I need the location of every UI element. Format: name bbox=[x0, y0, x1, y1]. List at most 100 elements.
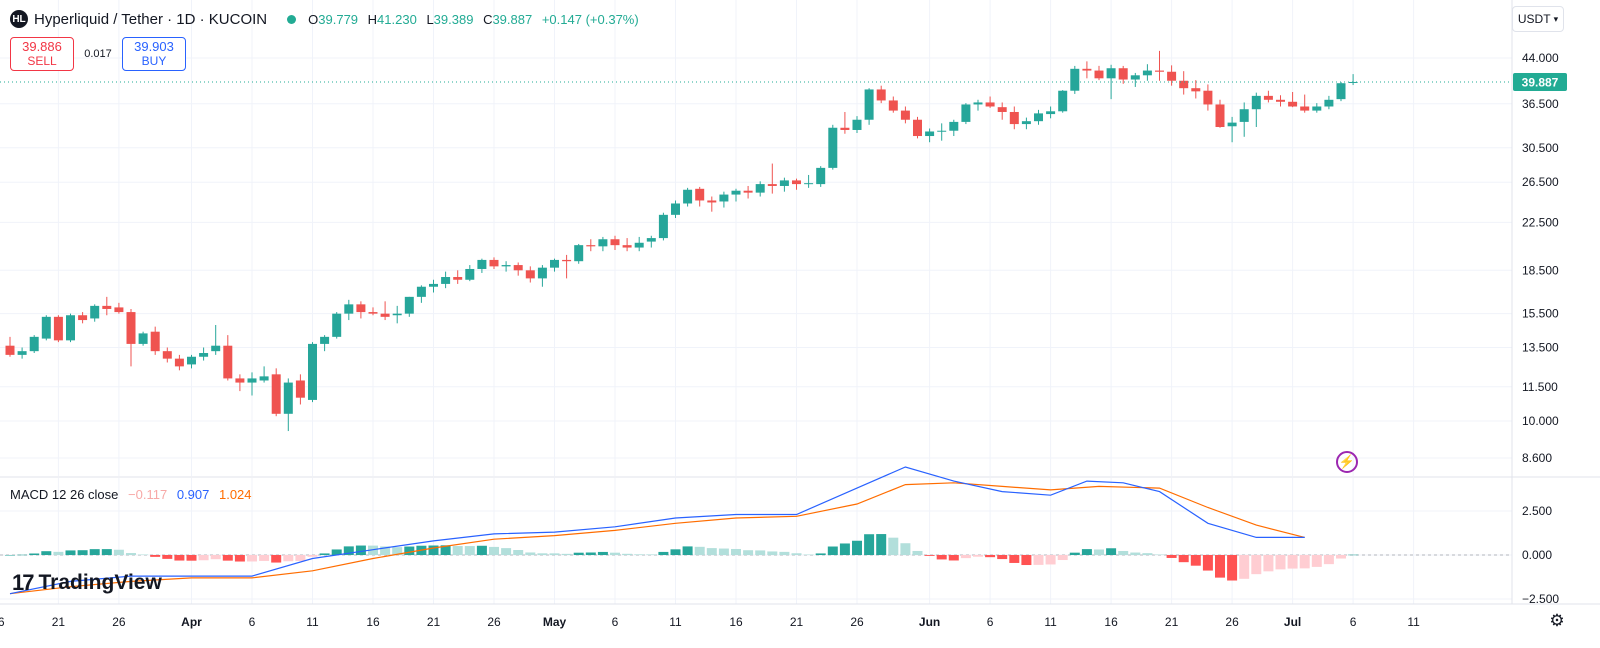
macd-histogram-bar bbox=[513, 549, 524, 555]
candle-body bbox=[1046, 111, 1056, 115]
candle-body bbox=[961, 104, 971, 122]
candle-body bbox=[344, 304, 354, 314]
candle-body bbox=[66, 315, 75, 341]
macd-title: MACD 12 26 close bbox=[10, 487, 119, 502]
macd-histogram-bar bbox=[29, 553, 40, 555]
candle-body bbox=[1082, 68, 1092, 71]
macd-histogram-bar bbox=[404, 546, 415, 555]
candle-body bbox=[779, 180, 789, 186]
hyperliquid-logo-icon: HL bbox=[10, 10, 28, 28]
currency-dropdown[interactable]: USDT ▾ bbox=[1512, 6, 1564, 32]
macd-histogram-bar bbox=[440, 545, 451, 555]
candle-body bbox=[1288, 101, 1298, 107]
candle-body bbox=[138, 333, 148, 344]
macd-tick-label: −2.500 bbox=[1522, 592, 1559, 606]
price-tick-label: 18.500 bbox=[1522, 263, 1559, 277]
candle-body bbox=[658, 214, 668, 239]
time-tick-label: 26 bbox=[112, 615, 126, 629]
macd-histogram-bar bbox=[307, 555, 318, 557]
buy-button[interactable]: 39.903 BUY bbox=[122, 37, 186, 71]
tradingview-logo-icon: 17 bbox=[12, 570, 35, 595]
macd-histogram-bar bbox=[815, 553, 826, 555]
ohlc-readout: O39.779 H41.230 L39.389 C39.887 +0.147 (… bbox=[308, 11, 639, 27]
macd-histogram-bar bbox=[1178, 555, 1189, 563]
candle-body bbox=[525, 270, 535, 279]
macd-histogram-bar bbox=[973, 555, 983, 557]
candle-body bbox=[828, 127, 838, 168]
macd-histogram-bar bbox=[1106, 548, 1117, 555]
macd-histogram-bar bbox=[319, 553, 330, 555]
candle-body bbox=[1227, 122, 1237, 127]
macd-histogram-bar bbox=[150, 555, 161, 557]
macd-histogram-bar bbox=[355, 545, 366, 555]
macd-histogram-bar bbox=[585, 552, 596, 555]
candle-body bbox=[1348, 81, 1358, 83]
candle-body bbox=[949, 121, 959, 131]
macd-histogram-bar bbox=[283, 555, 294, 562]
candle-body bbox=[78, 315, 88, 321]
macd-histogram-bar bbox=[1348, 554, 1359, 556]
tradingview-logo[interactable]: 17 TradingView bbox=[12, 570, 162, 596]
gear-icon[interactable]: ⚙ bbox=[1549, 611, 1565, 630]
macd-histogram-bar bbox=[5, 555, 15, 556]
candle-body bbox=[1142, 70, 1152, 76]
candle-body bbox=[513, 265, 523, 271]
candle-body bbox=[392, 313, 402, 316]
candle-body bbox=[888, 100, 898, 111]
candle-body bbox=[380, 313, 390, 317]
macd-histogram-bar bbox=[864, 534, 875, 555]
macd-histogram-bar bbox=[561, 553, 572, 555]
candle-body bbox=[1203, 90, 1213, 105]
macd-histogram-bar bbox=[222, 555, 233, 561]
symbol-title[interactable]: Hyperliquid / Tether · 1D · KUCOIN bbox=[34, 10, 268, 28]
candle-body bbox=[1300, 106, 1310, 111]
macd-histogram-bar bbox=[936, 555, 947, 560]
candle-body bbox=[441, 277, 451, 284]
macd-histogram-bar bbox=[1202, 555, 1213, 571]
price-tick-label: 11.500 bbox=[1522, 380, 1558, 394]
macd-histogram-bar bbox=[839, 543, 850, 555]
candle-body bbox=[731, 190, 741, 195]
last-price-tag bbox=[1513, 72, 1567, 91]
lightning-icon[interactable]: ⚡ bbox=[1336, 451, 1358, 473]
macd-histogram-bar bbox=[343, 546, 354, 555]
macd-histogram-bar bbox=[1118, 550, 1129, 555]
candle-body bbox=[1094, 70, 1104, 79]
time-tick-label: 26 bbox=[1225, 615, 1239, 629]
macd-histogram-bar bbox=[985, 555, 996, 558]
macd-histogram-bar bbox=[53, 551, 64, 555]
market-status-icon[interactable] bbox=[287, 14, 297, 24]
macd-histogram-bar bbox=[17, 554, 28, 556]
candle-body bbox=[622, 245, 632, 248]
sell-label: SELL bbox=[27, 54, 57, 68]
candle-body bbox=[792, 180, 801, 185]
candle-body bbox=[671, 203, 680, 215]
candle-body bbox=[1312, 106, 1322, 111]
low-value: 39.389 bbox=[433, 11, 474, 27]
candle-body bbox=[864, 89, 874, 120]
time-tick-label: 16 bbox=[0, 615, 5, 629]
candle-body bbox=[1239, 109, 1249, 122]
macd-legend[interactable]: MACD 12 26 close −0.117 0.907 1.024 bbox=[10, 487, 258, 502]
trade-panel: 39.886 SELL 0.017 39.903 BUY bbox=[10, 37, 186, 71]
macd-histogram-bar bbox=[89, 549, 100, 555]
candle-body bbox=[102, 305, 112, 309]
currency-label: USDT bbox=[1517, 12, 1551, 26]
macd-histogram-bar bbox=[900, 543, 911, 555]
candle-body bbox=[900, 110, 910, 120]
macd-histogram-bar bbox=[791, 553, 802, 555]
macd-histogram-bar bbox=[1215, 555, 1225, 578]
macd-histogram-bar bbox=[1154, 554, 1165, 555]
macd-histogram-bar bbox=[670, 549, 681, 555]
macd-histogram-bar bbox=[126, 553, 136, 555]
candle-body bbox=[90, 305, 100, 319]
macd-histogram-bar bbox=[1009, 555, 1020, 563]
macd-histogram-bar bbox=[1033, 555, 1044, 565]
candle-body bbox=[477, 259, 487, 269]
sell-button[interactable]: 39.886 SELL bbox=[10, 37, 74, 71]
candle-body bbox=[840, 127, 850, 130]
macd-histogram-bar bbox=[1287, 555, 1298, 569]
macd-histogram-bar bbox=[694, 546, 705, 555]
candle-body bbox=[562, 259, 572, 262]
